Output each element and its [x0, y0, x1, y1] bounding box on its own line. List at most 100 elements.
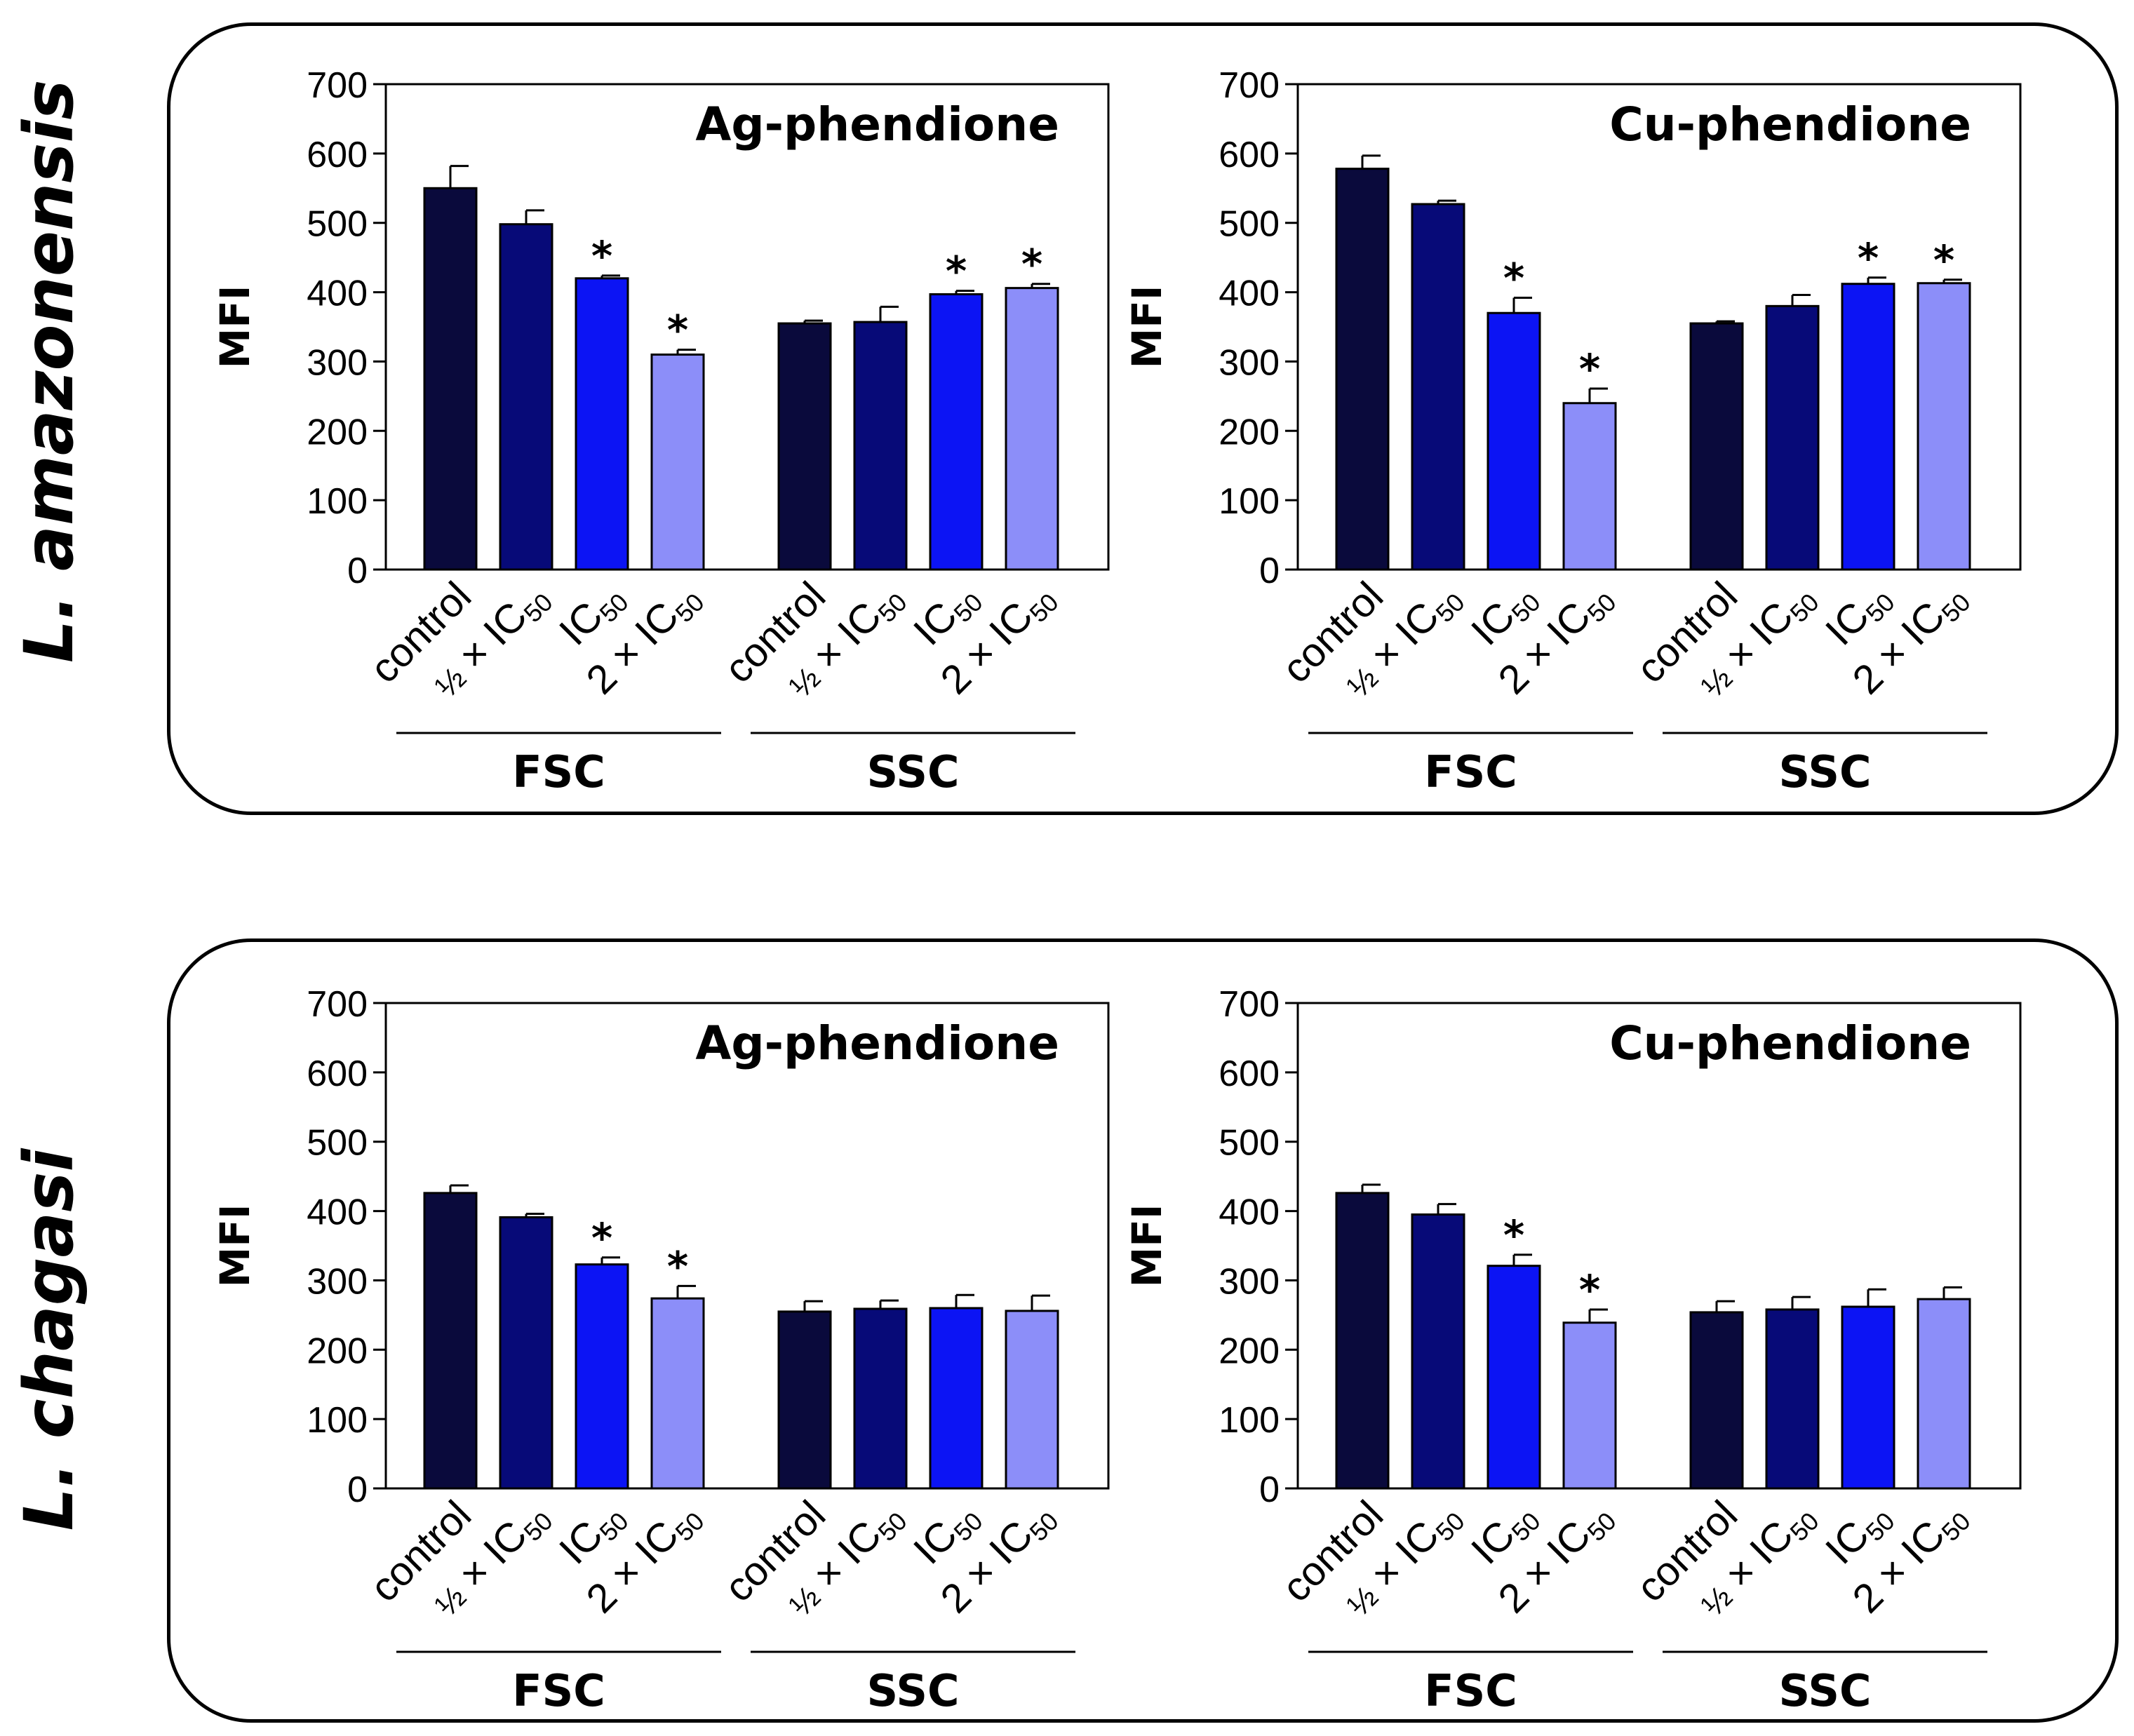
chart-chagasi-cu: MFI0100200300400500600700Cu-phendionecon… — [1123, 984, 2022, 1716]
group-label-ssc: SSC — [866, 746, 959, 798]
y-tick-label: 600 — [307, 135, 368, 175]
significance-asterisk: * — [667, 1242, 688, 1290]
y-tick-label: 0 — [1259, 551, 1280, 591]
y-tick-label: 500 — [307, 204, 368, 245]
y-axis-title: MFI — [211, 1204, 259, 1288]
bar-fsc-1 — [499, 223, 553, 571]
group-label-fsc: FSC — [512, 1665, 605, 1716]
bar-fsc-2 — [575, 277, 629, 571]
y-tick-label: 0 — [1259, 1469, 1280, 1510]
y-tick-label: 400 — [307, 1192, 368, 1233]
y-tick-label: 100 — [307, 481, 368, 522]
group-label-ssc: SSC — [1778, 746, 1871, 798]
chart-title: Cu-phendione — [1609, 1016, 1971, 1070]
y-tick-label: 300 — [307, 1261, 368, 1302]
y-tick-label: 500 — [307, 1123, 368, 1164]
y-tick-label: 500 — [1219, 1123, 1280, 1164]
y-tick-label: 700 — [307, 65, 368, 106]
bar-ssc-2 — [1841, 283, 1895, 571]
significance-asterisk: * — [667, 307, 688, 354]
significance-asterisk: * — [1579, 345, 1600, 393]
y-tick-label: 600 — [1219, 135, 1280, 175]
significance-asterisk: * — [1021, 241, 1042, 288]
bar-fsc-1 — [499, 1216, 553, 1490]
bar-fsc-0 — [1335, 1192, 1390, 1490]
bar-fsc-3 — [650, 1297, 705, 1490]
y-tick-label: 400 — [307, 274, 368, 314]
y-axis-title: MFI — [211, 285, 259, 369]
y-tick-label: 300 — [1219, 1261, 1280, 1302]
group-label-ssc: SSC — [866, 1665, 959, 1716]
chart-title: Ag-phendione — [695, 1016, 1059, 1070]
bar-ssc-1 — [853, 321, 908, 571]
plot-frame — [1296, 1002, 2022, 1490]
bar-ssc-1 — [1765, 304, 1820, 571]
y-tick-label: 100 — [1219, 481, 1280, 522]
group-label-fsc: FSC — [512, 746, 605, 798]
significance-asterisk: * — [591, 1214, 612, 1262]
chart-amazonensis-cu: MFI0100200300400500600700Cu-phendionecon… — [1123, 65, 2022, 798]
bar-fsc-2 — [1487, 1265, 1541, 1490]
bar-fsc-3 — [650, 354, 705, 571]
row-box-amazonensis — [167, 22, 2119, 815]
chart-title: Ag-phendione — [695, 97, 1059, 152]
row-box-chagasi — [167, 938, 2119, 1723]
bar-ssc-3 — [1005, 287, 1059, 571]
group-label-fsc: FSC — [1424, 1665, 1517, 1716]
significance-asterisk: * — [591, 232, 612, 280]
significance-asterisk: * — [1503, 1211, 1524, 1259]
bar-ssc-2 — [929, 293, 984, 571]
bar-ssc-2 — [1841, 1305, 1895, 1490]
bar-ssc-2 — [929, 1307, 984, 1490]
species-label-chagasi: L. chagasi — [10, 1148, 88, 1531]
bar-ssc-1 — [853, 1307, 908, 1490]
bar-ssc-0 — [1689, 322, 1744, 571]
species-label-amazonensis: L. amazonensis — [10, 79, 88, 663]
y-tick-label: 600 — [1219, 1054, 1280, 1094]
y-tick-label: 0 — [347, 551, 368, 591]
y-tick-label: 200 — [307, 412, 368, 452]
y-tick-label: 100 — [307, 1400, 368, 1441]
bar-ssc-0 — [777, 1310, 832, 1490]
bar-fsc-0 — [1335, 168, 1390, 571]
bar-fsc-1 — [1411, 1213, 1465, 1490]
bar-fsc-0 — [423, 1192, 478, 1490]
bar-ssc-3 — [1005, 1310, 1059, 1490]
y-tick-label: 400 — [1219, 274, 1280, 314]
bar-fsc-3 — [1562, 402, 1617, 571]
y-tick-label: 100 — [1219, 1400, 1280, 1441]
y-tick-label: 700 — [1219, 984, 1280, 1025]
y-tick-label: 200 — [1219, 412, 1280, 452]
chart-chagasi-ag: MFI0100200300400500600700Ag-phendionecon… — [211, 984, 1110, 1716]
y-tick-label: 400 — [1219, 1192, 1280, 1233]
y-tick-label: 500 — [1219, 204, 1280, 245]
group-label-fsc: FSC — [1424, 746, 1517, 798]
y-tick-label: 700 — [307, 984, 368, 1025]
y-tick-label: 600 — [307, 1054, 368, 1094]
bar-fsc-2 — [575, 1263, 629, 1490]
bar-fsc-0 — [423, 187, 478, 571]
significance-asterisk: * — [1933, 236, 1954, 284]
significance-asterisk: * — [1503, 254, 1524, 302]
y-axis-title: MFI — [1123, 285, 1171, 369]
y-tick-label: 300 — [307, 342, 368, 383]
y-axis-title: MFI — [1123, 1204, 1171, 1288]
bar-ssc-3 — [1917, 282, 1971, 571]
bar-ssc-3 — [1917, 1298, 1971, 1490]
plot-frame — [384, 83, 1110, 571]
bar-ssc-1 — [1765, 1308, 1820, 1490]
bar-ssc-0 — [1689, 1311, 1744, 1490]
chart-title: Cu-phendione — [1609, 97, 1971, 152]
group-label-ssc: SSC — [1778, 1665, 1871, 1716]
y-tick-label: 700 — [1219, 65, 1280, 106]
plot-frame — [384, 1002, 1110, 1490]
y-tick-label: 200 — [307, 1331, 368, 1371]
significance-asterisk: * — [1858, 234, 1879, 282]
y-tick-label: 200 — [1219, 1331, 1280, 1371]
significance-asterisk: * — [1579, 1266, 1600, 1314]
bar-fsc-3 — [1562, 1321, 1617, 1490]
plot-frame — [1296, 83, 2022, 571]
y-tick-label: 300 — [1219, 342, 1280, 383]
bar-ssc-0 — [777, 322, 832, 571]
bar-fsc-1 — [1411, 203, 1465, 571]
